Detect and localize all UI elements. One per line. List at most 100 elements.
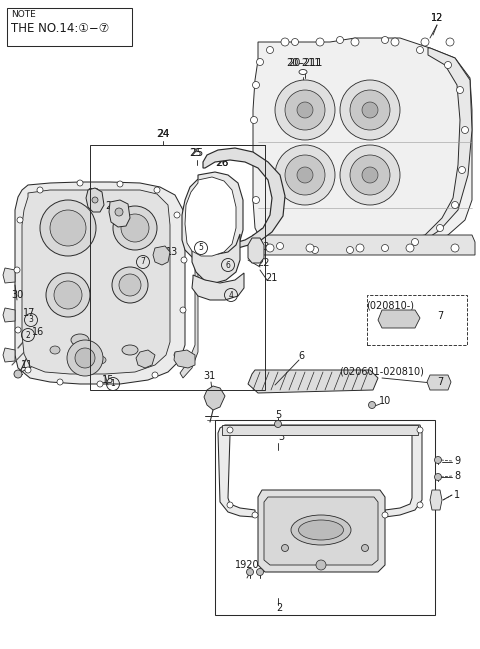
Circle shape — [251, 117, 257, 123]
Text: 17: 17 — [23, 308, 35, 318]
Text: 2: 2 — [25, 330, 30, 339]
Circle shape — [336, 36, 344, 43]
Circle shape — [174, 352, 180, 358]
Text: 5: 5 — [275, 410, 281, 420]
Circle shape — [256, 58, 264, 66]
Text: 6: 6 — [298, 351, 304, 361]
Text: 9: 9 — [454, 456, 460, 466]
Text: 4: 4 — [228, 291, 233, 299]
Text: 25: 25 — [190, 148, 202, 158]
Circle shape — [266, 47, 274, 53]
Circle shape — [180, 307, 186, 313]
Text: 7: 7 — [437, 377, 443, 387]
Text: 4: 4 — [379, 542, 385, 552]
Polygon shape — [3, 348, 15, 362]
Text: 23: 23 — [257, 242, 269, 252]
Polygon shape — [264, 497, 378, 565]
Circle shape — [382, 512, 388, 518]
Circle shape — [316, 38, 324, 46]
Polygon shape — [182, 172, 243, 262]
Text: 4: 4 — [147, 352, 153, 362]
Circle shape — [57, 379, 63, 385]
Polygon shape — [180, 203, 198, 378]
Text: 2: 2 — [276, 603, 282, 613]
Ellipse shape — [122, 345, 138, 355]
Text: 3: 3 — [278, 432, 284, 442]
Text: 1: 1 — [110, 380, 115, 389]
Ellipse shape — [94, 356, 106, 364]
Ellipse shape — [299, 69, 307, 75]
Circle shape — [252, 82, 260, 88]
Polygon shape — [15, 182, 185, 384]
Circle shape — [451, 244, 459, 252]
Polygon shape — [22, 190, 170, 374]
Circle shape — [316, 560, 326, 570]
Polygon shape — [430, 490, 442, 510]
Circle shape — [281, 38, 289, 46]
Circle shape — [275, 145, 335, 205]
Polygon shape — [218, 425, 422, 517]
Circle shape — [458, 167, 466, 173]
Circle shape — [351, 38, 359, 46]
Circle shape — [260, 228, 266, 236]
Text: 26: 26 — [216, 158, 228, 168]
Text: 8: 8 — [454, 471, 460, 481]
Circle shape — [369, 402, 375, 408]
Circle shape — [382, 36, 388, 43]
Circle shape — [14, 370, 22, 378]
Circle shape — [297, 167, 313, 183]
Text: 12: 12 — [431, 13, 443, 23]
Circle shape — [446, 38, 454, 46]
Text: 22: 22 — [257, 258, 269, 268]
Circle shape — [350, 90, 390, 130]
Circle shape — [421, 38, 429, 46]
Circle shape — [247, 569, 253, 576]
Text: (020601-020810): (020601-020810) — [339, 367, 424, 377]
Polygon shape — [86, 188, 104, 212]
Circle shape — [227, 502, 233, 508]
Polygon shape — [136, 350, 155, 368]
Circle shape — [174, 212, 180, 218]
Ellipse shape — [291, 515, 351, 545]
Circle shape — [411, 238, 419, 245]
Text: 7: 7 — [141, 258, 145, 267]
Text: 6: 6 — [226, 260, 230, 269]
Ellipse shape — [71, 334, 89, 346]
Text: 30: 30 — [11, 290, 23, 300]
Text: 12: 12 — [431, 13, 443, 23]
Circle shape — [340, 80, 400, 140]
Circle shape — [25, 367, 31, 373]
Circle shape — [362, 167, 378, 183]
Circle shape — [266, 244, 274, 252]
Circle shape — [227, 427, 233, 433]
Polygon shape — [378, 310, 420, 328]
Polygon shape — [204, 386, 225, 410]
Polygon shape — [192, 234, 240, 283]
Text: (020810-): (020810-) — [366, 300, 414, 310]
Circle shape — [356, 244, 364, 252]
Polygon shape — [3, 308, 15, 322]
Polygon shape — [203, 148, 285, 248]
Circle shape — [54, 281, 82, 309]
Text: 13: 13 — [166, 247, 178, 257]
Circle shape — [119, 274, 141, 296]
Circle shape — [406, 244, 414, 252]
Polygon shape — [3, 268, 15, 283]
Text: 16: 16 — [32, 327, 44, 337]
Circle shape — [417, 427, 423, 433]
Circle shape — [252, 197, 260, 204]
Circle shape — [382, 245, 388, 252]
Circle shape — [347, 247, 353, 254]
Text: 20-211: 20-211 — [286, 58, 320, 68]
Text: 27: 27 — [183, 355, 195, 365]
Polygon shape — [222, 425, 418, 435]
Circle shape — [37, 187, 43, 193]
Circle shape — [391, 38, 399, 46]
Circle shape — [113, 206, 157, 250]
Text: 24: 24 — [157, 129, 169, 139]
Circle shape — [434, 474, 442, 480]
Polygon shape — [253, 38, 472, 250]
Circle shape — [92, 197, 98, 203]
Polygon shape — [174, 350, 195, 368]
Bar — [367, 295, 467, 345]
